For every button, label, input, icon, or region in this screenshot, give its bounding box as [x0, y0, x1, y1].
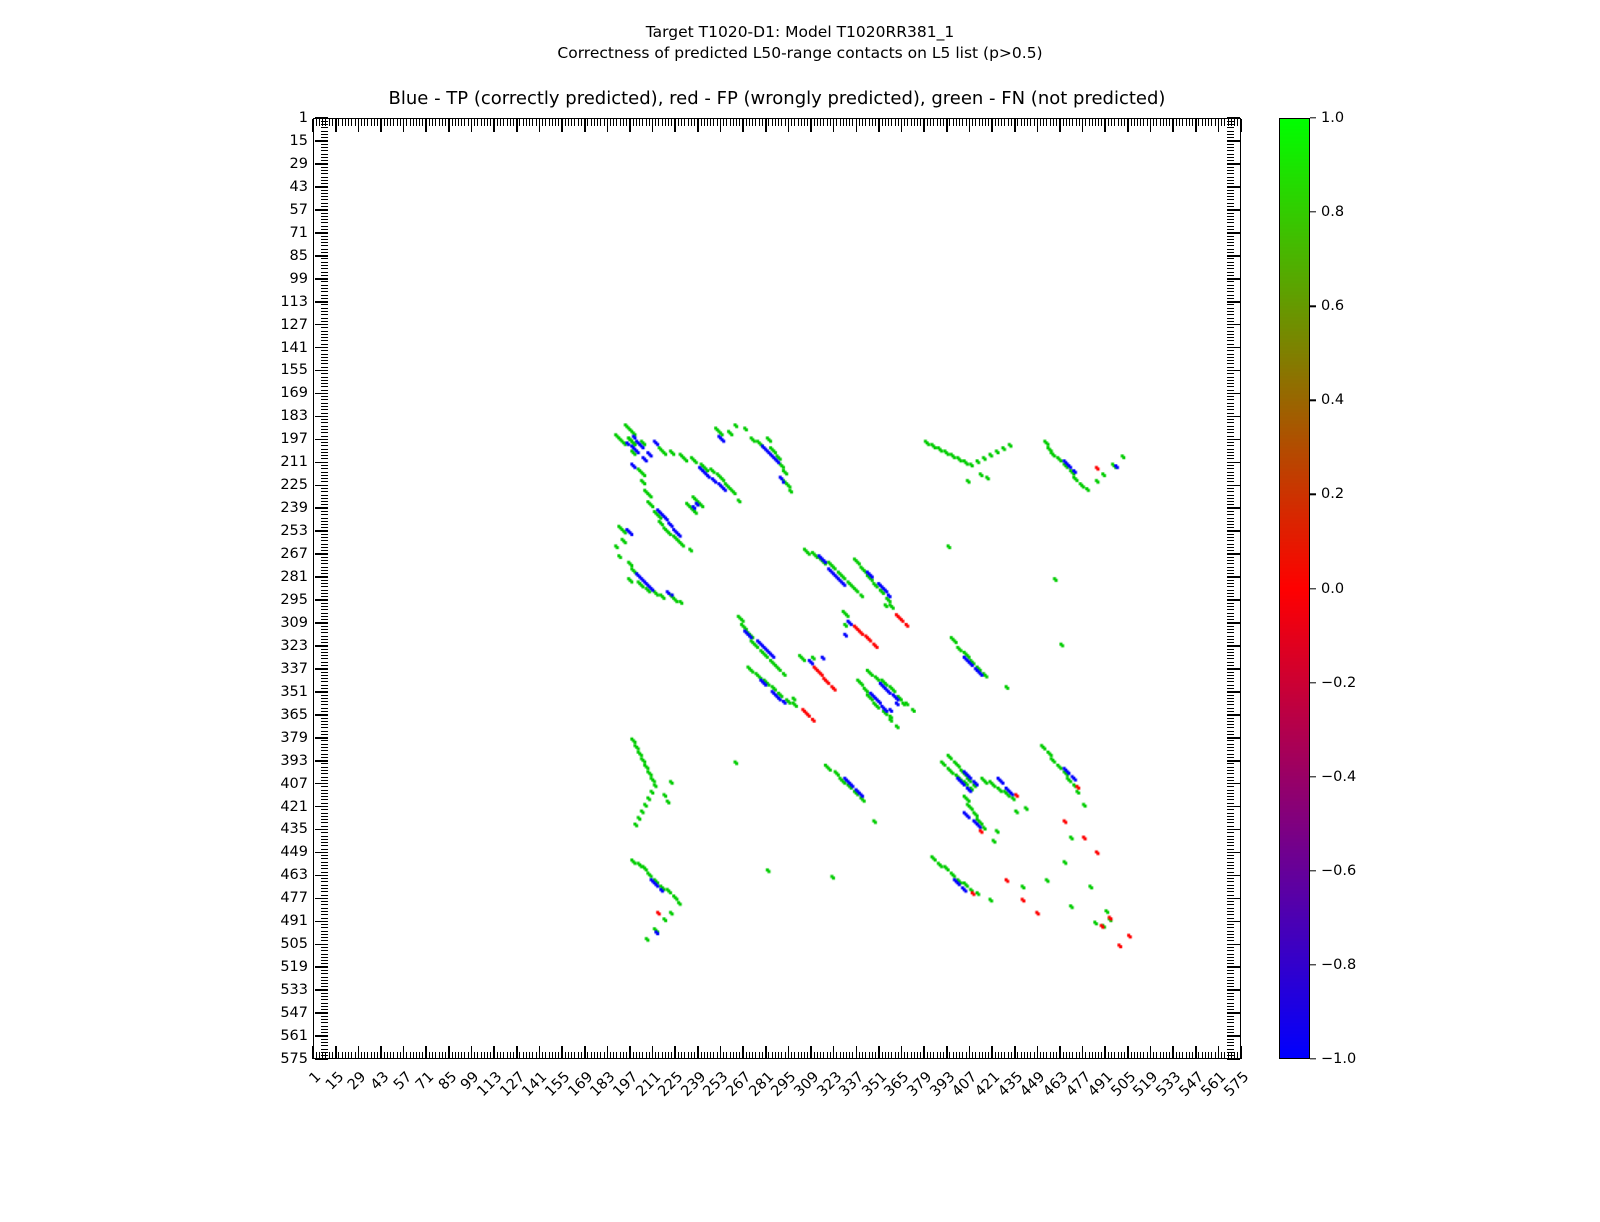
colorbar-tick-label: 0.8 — [1321, 204, 1345, 221]
y-tick-label: 1 — [298, 110, 308, 126]
colorbar-tick — [1310, 587, 1316, 590]
y-tick-label: 421 — [280, 798, 308, 815]
colorbar — [1279, 118, 1310, 1059]
colorbar-tick — [1310, 775, 1316, 778]
colorbar-tick-label: −0.6 — [1321, 862, 1357, 879]
y-tick-label: 127 — [280, 316, 308, 333]
y-tick-label: 113 — [280, 293, 308, 310]
y-tick-label: 71 — [289, 224, 308, 241]
figure-title-block: Target T1020-D1: Model T1020RR381_1 Corr… — [0, 22, 1600, 64]
y-tick-label: 141 — [280, 339, 308, 356]
y-tick-label: 309 — [280, 614, 308, 631]
y-tick-label: 183 — [280, 408, 308, 425]
colorbar-frame — [1279, 118, 1310, 1059]
y-tick-label: 463 — [280, 867, 308, 884]
y-tick-label: 575 — [280, 1051, 308, 1067]
y-tick-label: 57 — [289, 201, 308, 218]
y-tick-label: 211 — [280, 454, 308, 471]
y-tick-label: 449 — [280, 844, 308, 861]
y-tick-label: 169 — [280, 385, 308, 402]
y-tick-label: 15 — [289, 132, 308, 149]
y-tick-label: 197 — [280, 431, 308, 448]
colorbar-tick-label: −0.2 — [1321, 674, 1357, 691]
colorbar-tick-label: −0.8 — [1321, 956, 1357, 973]
contact-map-canvas — [314, 119, 1240, 1058]
axes-legend-title: Blue - TP (correctly predicted), red - F… — [388, 88, 1166, 109]
y-tick-label: 253 — [280, 523, 308, 540]
colorbar-tick-label: 0.2 — [1321, 486, 1345, 503]
y-tick-label: 379 — [280, 729, 308, 746]
y-tick-label: 85 — [289, 247, 308, 264]
y-tick-label: 393 — [280, 752, 308, 769]
colorbar-tick — [1310, 305, 1316, 307]
y-tick-label: 365 — [280, 706, 308, 723]
y-tick-label: 29 — [289, 155, 308, 172]
colorbar-tick — [1310, 1058, 1316, 1060]
colorbar-tick-label: 0.4 — [1321, 392, 1345, 409]
colorbar-tick — [1310, 681, 1316, 684]
y-tick-label: 295 — [280, 591, 308, 608]
colorbar-tick — [1310, 117, 1316, 119]
colorbar-tick-label: −0.4 — [1321, 768, 1357, 785]
y-tick-label: 477 — [280, 890, 308, 907]
y-tick-label: 323 — [280, 637, 308, 654]
y-tick-label: 351 — [280, 683, 308, 700]
y-tick-label: 519 — [280, 959, 308, 976]
colorbar-tick — [1310, 399, 1316, 401]
y-tick-label: 505 — [280, 936, 308, 953]
y-tick-label: 547 — [280, 1005, 308, 1022]
colorbar-tick — [1310, 493, 1316, 496]
y-tick-label: 267 — [280, 546, 308, 563]
y-tick-label: 337 — [280, 660, 308, 677]
colorbar-tick — [1310, 211, 1316, 213]
figure-title-line-1: Target T1020-D1: Model T1020RR381_1 — [645, 23, 955, 41]
colorbar-tick-label: 0.6 — [1321, 298, 1345, 315]
y-tick-label: 155 — [280, 362, 308, 379]
colorbar-tick — [1310, 870, 1316, 872]
y-tick-label: 43 — [289, 178, 308, 195]
y-tick-label: 99 — [289, 270, 308, 287]
colorbar-tick-label: 0.0 — [1321, 580, 1345, 597]
colorbar-tick — [1310, 964, 1316, 966]
colorbar-tick-label: 1.0 — [1321, 110, 1345, 126]
y-tick-label: 533 — [280, 982, 308, 999]
y-tick-label: 491 — [280, 913, 308, 930]
y-tick-label: 435 — [280, 821, 308, 838]
colorbar-tick-label: −1.0 — [1321, 1051, 1357, 1067]
y-tick-label: 561 — [280, 1028, 308, 1045]
contact-map-plot-area — [313, 118, 1241, 1059]
y-tick-label: 239 — [280, 500, 308, 517]
y-tick-label: 281 — [280, 569, 308, 586]
y-tick-label: 407 — [280, 775, 308, 792]
figure-title-line-2: Correctness of predicted L50-range conta… — [557, 44, 1043, 62]
y-tick-label: 225 — [280, 477, 308, 494]
colorbar-gradient — [1279, 118, 1310, 1059]
